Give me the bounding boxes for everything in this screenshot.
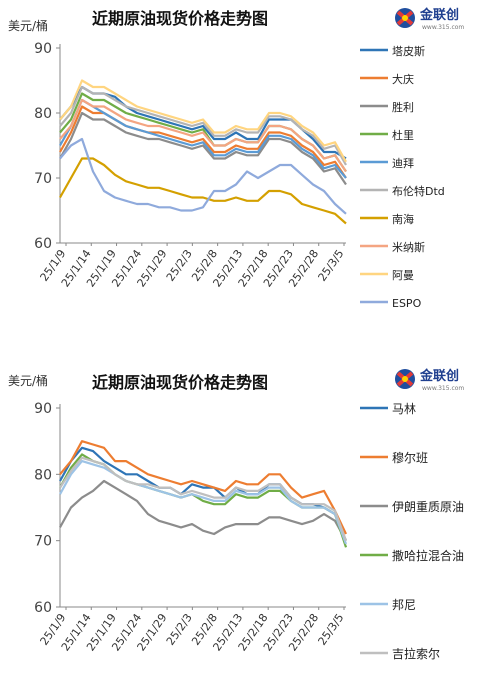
- series-line-邦尼: [59, 459, 348, 545]
- legend-label: 马林: [392, 402, 416, 416]
- series-line-阿曼: [59, 79, 347, 163]
- series-line-迪拜: [59, 98, 347, 179]
- y-tick-label: 60: [34, 236, 52, 252]
- brand-url-1: www.315.com: [422, 24, 464, 31]
- legend-label: 穆尔班: [392, 450, 428, 465]
- legend-label: 胜利: [392, 100, 414, 114]
- legend-label: 塔皮斯: [392, 45, 425, 58]
- y-tick-label: 80: [34, 106, 52, 122]
- series-line-米纳斯: [59, 98, 347, 173]
- brand-logo-icon: 金联创 www.315.com: [395, 368, 464, 392]
- legend-label: 阿曼: [392, 269, 414, 282]
- legend-label: 布伦特Dtd: [392, 184, 445, 198]
- chart-1-svg: 近期原油现货价格走势图美元/桶6070809025/1/925/1/1425/1…: [8, 9, 445, 310]
- series-line-ESPO: [59, 137, 347, 215]
- y-tick-label: 90: [34, 41, 52, 57]
- legend-label: 米纳斯: [392, 241, 425, 254]
- series-line-胜利: [59, 111, 347, 186]
- chart-panel-1: 近期原油现货价格走势图 美元/桶 60 70 80 90 25/1/9 25/1/14 25/1…: [0, 0, 498, 345]
- chart-2-svg: 近期原油现货价格走势图美元/桶6070809025/1/925/1/1425/1…: [8, 373, 464, 661]
- brand-logo-1: 金联创 www.315.com: [392, 4, 492, 32]
- series-line-吉拉索尔: [59, 456, 348, 542]
- x-tick-label: 25/3/5: [316, 247, 347, 283]
- legend-label: 邦尼: [392, 598, 416, 612]
- legend-label: 迪拜: [392, 157, 414, 170]
- brand-url-2: www.315.com: [422, 385, 464, 392]
- series-line-穆尔班: [59, 440, 347, 535]
- brand-name-1: 金联创: [419, 7, 459, 23]
- y-tick-label: 70: [34, 171, 52, 187]
- x-tick-label: 25/2/3: [164, 611, 195, 647]
- chart-title: 近期原油现货价格走势图: [92, 373, 268, 392]
- legend-label: 吉拉索尔: [392, 646, 440, 661]
- brand-name-2: 金联创: [419, 368, 459, 384]
- y-tick-label: 70: [34, 534, 52, 550]
- brand-logo-icon: 金联创 www.315.com: [395, 7, 464, 31]
- brand-logo-2: 金联创 www.315.com: [392, 365, 492, 393]
- y-tick-label: 80: [34, 467, 52, 483]
- y-axis-label: 美元/桶: [8, 18, 48, 33]
- series-line-南海: [59, 157, 347, 225]
- chart-title: 近期原油现货价格走势图: [92, 9, 268, 28]
- legend-label: 撒哈拉混合油: [392, 548, 464, 563]
- series-line-伊朗重质原油: [59, 479, 347, 542]
- legend-label: 南海: [392, 212, 414, 226]
- y-tick-label: 90: [34, 401, 52, 417]
- y-axis-label: 美元/桶: [8, 373, 48, 388]
- chart-panel-2: 近期原油现货价格走势图 美元/桶 60 70 80 90 25/1/9 25/1/14 25/1…: [0, 345, 498, 690]
- legend-label: 伊朗重质原油: [392, 500, 464, 514]
- y-tick-label: 60: [34, 600, 52, 616]
- legend-label: ESPO: [392, 297, 422, 310]
- series-line-布伦特Dtd: [59, 85, 347, 166]
- x-tick-label: 25/2/3: [164, 247, 195, 283]
- legend-label: 大庆: [392, 72, 414, 86]
- legend-label: 杜里: [392, 128, 414, 142]
- x-tick-label: 25/3/5: [316, 611, 347, 647]
